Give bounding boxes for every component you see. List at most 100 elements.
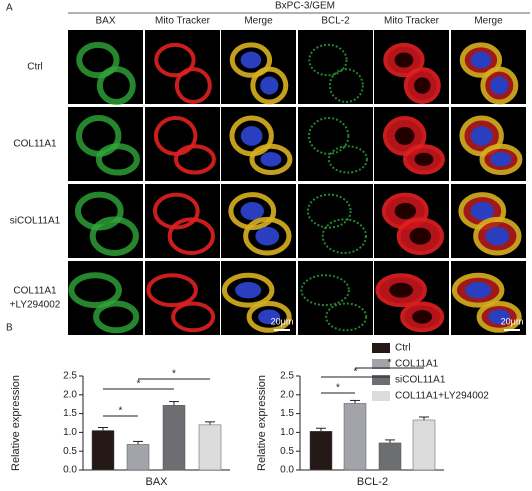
nucleus [258, 309, 281, 325]
y-tick-label: 2.0 [280, 389, 294, 400]
stain [300, 274, 350, 307]
y-tick-label: 0.0 [63, 465, 77, 476]
stain [308, 43, 348, 77]
stain [171, 301, 216, 333]
stain [68, 272, 122, 309]
figure-title: BxPC-3/GEM [275, 1, 335, 12]
nucleus [240, 202, 265, 221]
bar [412, 419, 436, 471]
stain [89, 216, 139, 257]
column-header: Merge [244, 16, 273, 27]
y-tick-label: 0.0 [280, 465, 294, 476]
stain [93, 300, 140, 334]
stain [307, 117, 350, 155]
micrograph [221, 261, 296, 335]
bar [162, 405, 186, 471]
legend-label: COL11A1+LY294002 [395, 391, 489, 402]
panel-label: A [6, 3, 13, 14]
y-axis-label: Relative expression [256, 375, 268, 471]
y-tick-label: 0.5 [63, 446, 77, 457]
micrograph [298, 261, 373, 335]
stain [228, 192, 277, 231]
stain [174, 67, 212, 104]
nucleus [488, 309, 511, 325]
column-header: BAX [95, 16, 115, 27]
significance-mark: * [137, 379, 141, 390]
legend-label: Ctrl [395, 343, 411, 354]
y-tick-label: 1.0 [280, 427, 294, 438]
significance-mark: * [119, 406, 123, 417]
nucleus-void [414, 152, 434, 166]
stain [95, 143, 140, 176]
stain [328, 68, 364, 103]
nucleus [470, 202, 495, 221]
stain [246, 300, 292, 333]
nucleus [240, 126, 263, 146]
nucleus [260, 76, 279, 95]
nucleus [470, 51, 492, 69]
stain [154, 42, 196, 78]
significance-mark: * [172, 369, 176, 380]
stain [250, 66, 289, 105]
stain [96, 66, 136, 105]
y-tick-label: 1.5 [63, 408, 77, 419]
nucleus [235, 281, 262, 299]
bar [343, 403, 367, 471]
stain [221, 272, 275, 308]
legend-swatch [372, 375, 390, 385]
column-header: Mito Tracker [384, 16, 440, 27]
nucleus [490, 76, 509, 95]
bar [126, 444, 150, 471]
nucleus-void [394, 52, 414, 68]
stain [152, 192, 200, 230]
stain [327, 145, 368, 174]
significance-mark: * [336, 383, 340, 394]
nucleus [485, 226, 510, 246]
panel-label: B [6, 323, 13, 334]
nucleus [465, 281, 492, 299]
nucleus-void [409, 227, 432, 245]
stain [306, 193, 352, 229]
x-axis-label: BAX [145, 476, 168, 488]
stain [325, 302, 368, 332]
legend-swatch [372, 359, 390, 369]
micrograph [298, 107, 373, 181]
y-axis-label: Relative expression [10, 375, 22, 471]
stain [167, 217, 215, 256]
y-tick-label: 1.5 [280, 408, 294, 419]
scale-bar-label: 20μm [271, 316, 294, 326]
nucleus-void [389, 282, 414, 298]
legend-label: COL11A1 [395, 359, 439, 370]
stain [76, 41, 120, 79]
row-label: +LY294002 [10, 300, 61, 311]
bar [198, 424, 222, 471]
legend-swatch [372, 391, 390, 401]
nucleus [255, 226, 280, 246]
nucleus-void [394, 126, 415, 145]
stain [249, 143, 293, 176]
stain [229, 42, 273, 78]
legend-swatch [372, 343, 390, 353]
stain [243, 216, 292, 256]
column-header: Mito Tracker [155, 16, 211, 27]
nucleus-void [412, 310, 433, 324]
y-tick-label: 2.5 [280, 371, 294, 382]
x-axis-label: BCL-2 [357, 476, 388, 488]
scale-bar-label: 20μm [501, 316, 524, 326]
row-label: COL11A1 [13, 286, 57, 297]
nucleus [240, 51, 262, 69]
stain [173, 144, 216, 175]
significance-mark: * [388, 358, 392, 369]
row-label: COL11A1 [13, 139, 57, 150]
micrograph [145, 261, 220, 335]
y-tick-label: 2.5 [63, 371, 77, 382]
significance-mark: * [354, 367, 358, 378]
column-header: BCL-2 [321, 16, 350, 27]
row-label: Ctrl [27, 62, 43, 73]
row-label: siCOL11A1 [10, 216, 61, 227]
bar [309, 431, 333, 471]
y-tick-label: 1.0 [63, 427, 77, 438]
nucleus [260, 152, 282, 167]
y-tick-label: 2.0 [63, 389, 77, 400]
